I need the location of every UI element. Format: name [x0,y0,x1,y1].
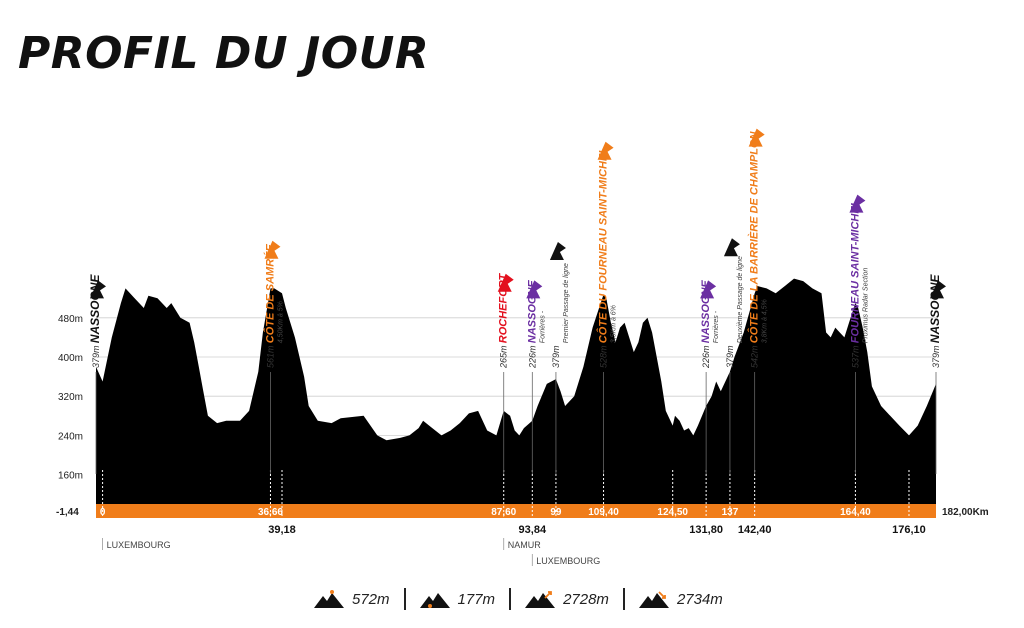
stat-value: 572m [352,590,390,608]
point-altitude: 542m [750,345,760,368]
point-altitude: 379m [551,345,561,368]
max-altitude-icon [314,590,344,608]
total-climb-icon [525,591,556,608]
stat-max-altitude: 572m [300,590,404,608]
sprint-icon [700,280,717,299]
point-altitude: 528m [599,345,609,368]
km-label: 164,40 [840,507,871,518]
stats-footer: 572m 177m 2728m 2734m [300,588,737,610]
point-description: 4,50Km à 5% [277,301,284,343]
y-tick-label: 320m [58,392,83,403]
point-altitude: 379m [725,345,735,368]
point-name: FOURNEAU SAINT-MICHEL [849,199,861,343]
km-label: 131,80 [689,524,723,536]
km-label: 142,40 [738,524,772,536]
climb-icon [748,128,765,147]
point-description: 3,8Km à 4,5% [762,299,769,343]
climb-icon [264,240,281,259]
start-km-label: -1,44 [56,507,79,518]
km-label: 99 [550,507,562,518]
divider [622,588,625,610]
town-icon [90,280,106,299]
divider [403,588,406,610]
stat-value: 2728m [563,590,609,608]
regions: LUXEMBOURG NAMUR LUXEMBOURG [102,538,600,566]
page-title: PROFIL DU JOUR [18,28,430,79]
region-label: LUXEMBOURG [536,556,600,566]
km-label: 124,50 [657,507,688,518]
y-axis-ticks: 480m 400m 320m 240m 160m [58,314,83,482]
km-label: 87,60 [491,507,516,518]
point-label-group: 537m FOURNEAU SAINT-MICHEL Proximus Radar … [849,199,869,368]
point-altitude: 226m [701,345,711,369]
y-tick-label: 400m [58,353,83,364]
region-label: NAMUR [508,540,541,550]
point-altitude: 379m [931,345,941,368]
finish-line-icon [723,238,740,257]
sprint-icon-shape [849,194,866,213]
point-description: Forrières - [713,310,720,343]
sprint-icon-shape [700,280,717,299]
sprint-icon-shape [526,280,543,299]
point-altitude: 379m [91,345,101,368]
climb-icon-shape [597,141,614,160]
point-label-group: 542m CÔTE DE LA BARRIÈRE DE CHAMPLON 3,8Km… [748,130,769,368]
km-label: 137 [722,507,739,518]
town-icon [930,280,946,299]
feed-icon [497,273,514,292]
climb-icon-shape [748,128,765,147]
town-icon-shape [90,280,106,299]
point-description: Premier Passage de ligne [563,263,570,343]
town-icon-shape [930,280,946,299]
point-altitude: 537m [850,345,860,368]
sprint-icon [849,194,866,213]
point-description: Proximus Radar Section [862,268,869,344]
stat-total-descent: 2734m [625,590,737,608]
y-tick-label: 240m [58,431,83,442]
km-label: 109,40 [588,507,619,518]
km-label: 36,66 [258,507,283,518]
terrain-area [96,278,936,504]
feed-icon-shape [497,273,514,292]
stat-value: 2734m [676,590,723,608]
climb-icon-shape [264,240,281,259]
elevation-profile-chart: 480m 400m 320m 240m 160m -1,44 182,00Km 0 36,… [56,128,989,566]
y-tick-label: 160m [58,471,83,482]
km-label: 0 [100,507,106,518]
finish-line-icon-shape [549,242,566,260]
point-altitude: 561m [265,345,275,368]
finish-line-icon [549,242,566,260]
divider [509,588,512,610]
region-label: LUXEMBOURG [107,540,171,550]
km-label: 176,10 [892,524,926,536]
km-label: 39,18 [268,524,296,536]
point-description: Forrières - [539,310,546,343]
finish-line-icon-shape [723,238,740,257]
point-altitude: 265m [499,345,509,369]
stat-value: 177m [457,590,496,608]
point-name: CÔTE DE LA BARRIÈRE DE CHAMPLON [748,130,761,343]
stat-min-altitude: 177m [406,590,510,608]
point-description: 3,5Km à 6% [611,305,618,343]
km-bar [96,504,936,518]
km-label: 93,84 [519,524,547,536]
point-name: CÔTE DE SAMRÉE [263,244,276,344]
point-altitude: 226m [527,345,537,369]
min-altitude-icon [419,593,450,608]
climb-icon [597,141,614,160]
point-description: Deuxième Passage de ligne [737,256,744,343]
point-label-group: 528m CÔTE DU FOURNEAU SAINT-MICHEL 3,5Km à… [597,147,618,368]
sprint-icon [526,280,543,299]
point-name: CÔTE DU FOURNEAU SAINT-MICHEL [597,147,610,343]
total-descent-icon [638,591,669,608]
stat-total-climb: 2728m [511,590,623,608]
y-tick-label: 480m [58,314,83,325]
end-km-label: 182,00Km [942,507,989,518]
